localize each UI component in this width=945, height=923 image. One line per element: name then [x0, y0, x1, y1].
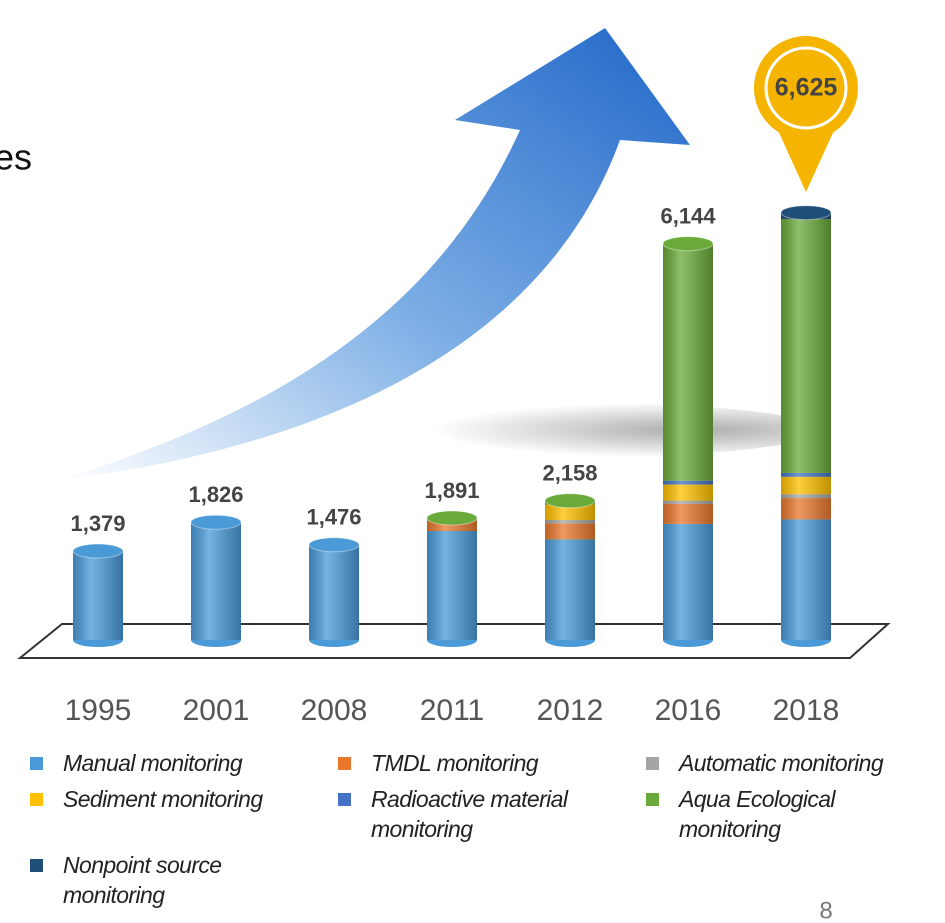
title-fragment: es: [0, 137, 32, 178]
legend-item: Nonpoint source monitoring: [22, 850, 330, 910]
bar-top: [72, 543, 124, 559]
callout-ring: [764, 46, 848, 130]
bar-shine: [191, 522, 241, 640]
legend-label: Automatic monitoring: [679, 750, 884, 776]
bar-top: [544, 493, 596, 509]
bar-shine: [663, 243, 713, 640]
bar-shine: [545, 500, 595, 640]
legend-item: Radioactive material monitoring: [330, 784, 638, 844]
bar-shine: [427, 518, 477, 640]
bar-top: [308, 537, 360, 553]
legend-item: Manual monitoring: [22, 748, 330, 778]
legend-item: TMDL monitoring: [330, 748, 638, 778]
legend-label: TMDL monitoring: [371, 750, 539, 776]
total-label: 6,144: [660, 204, 716, 229]
legend-label: Sediment monitoring: [63, 786, 263, 812]
legend-label: Manual monitoring: [63, 750, 243, 776]
legend-swatch: [30, 859, 43, 872]
total-label: 6,625: [775, 74, 838, 102]
growth-arrow: [60, 28, 690, 480]
bar-shine: [309, 544, 359, 640]
legend-swatch: [646, 757, 659, 770]
legend-swatch: [30, 793, 43, 806]
bar-shine: [73, 551, 123, 640]
legend-swatch: [338, 757, 351, 770]
total-label: 1,379: [70, 511, 125, 536]
legend-swatch: [338, 793, 351, 806]
legend-swatch: [646, 793, 659, 806]
bar-top: [662, 236, 714, 252]
callout: [776, 126, 836, 192]
x-tick-label: 2016: [655, 694, 722, 727]
total-label: 1,476: [306, 505, 361, 530]
bar-shine: [781, 212, 831, 640]
x-tick-label: 2001: [183, 694, 250, 727]
total-label: 2,158: [542, 461, 597, 486]
legend-item: Aqua Ecological monitoring: [638, 784, 938, 844]
legend-swatch: [30, 757, 43, 770]
bar-top: [780, 205, 832, 221]
legend: Manual monitoring TMDL monitoring Automati…: [22, 748, 942, 910]
bar-top: [426, 510, 478, 526]
page-number: 8: [819, 897, 832, 923]
total-label: 1,891: [424, 478, 479, 503]
x-tick-label: 2012: [537, 694, 604, 727]
total-label: 1,826: [188, 482, 243, 507]
bar-top: [190, 514, 242, 530]
callout: [754, 36, 858, 140]
legend-item: Automatic monitoring: [638, 748, 938, 778]
legend-label: Radioactive material monitoring: [371, 786, 568, 842]
x-tick-label: 2018: [773, 694, 840, 727]
legend-label: Aqua Ecological monitoring: [679, 786, 836, 842]
x-tick-label: 1995: [65, 694, 132, 727]
legend-label: Nonpoint source monitoring: [63, 852, 222, 908]
x-tick-label: 2011: [420, 694, 485, 727]
legend-item: Sediment monitoring: [22, 784, 330, 844]
swoosh: [300, 402, 820, 458]
x-tick-label: 2008: [301, 694, 368, 727]
